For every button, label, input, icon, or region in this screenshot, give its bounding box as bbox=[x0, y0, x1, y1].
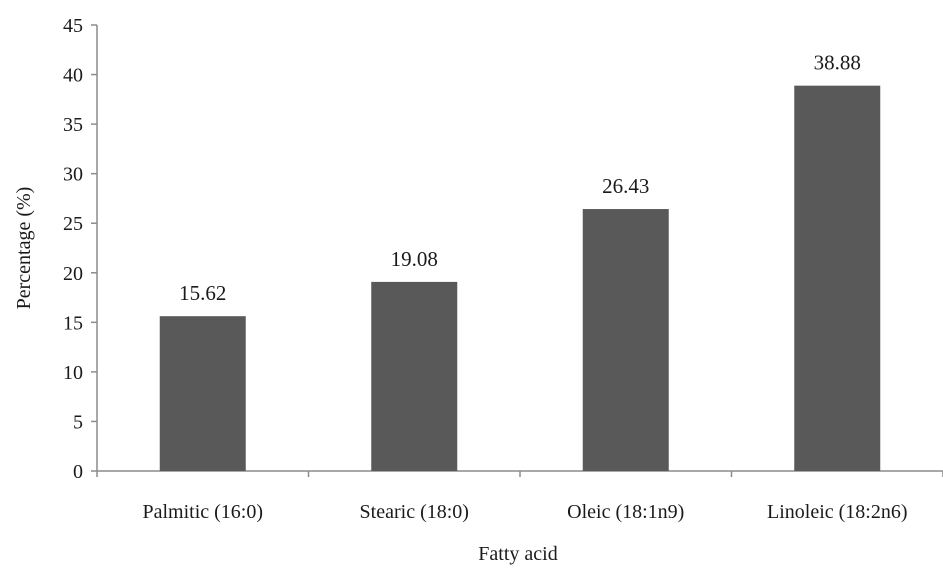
bar-value-label: 38.88 bbox=[814, 51, 861, 75]
bar bbox=[159, 316, 246, 471]
y-tick-label: 15 bbox=[63, 312, 83, 334]
bar-value-label: 19.08 bbox=[391, 247, 438, 271]
y-tick-label: 30 bbox=[63, 164, 83, 186]
y-tick-label: 45 bbox=[63, 15, 83, 37]
y-tick-label: 0 bbox=[73, 461, 83, 483]
bar bbox=[371, 281, 458, 471]
y-tick-label: 20 bbox=[63, 263, 83, 285]
x-tick-label: Palmitic (16:0) bbox=[142, 501, 263, 523]
y-tick-label: 35 bbox=[63, 114, 83, 136]
x-tick-label: Oleic (18:1n9) bbox=[567, 501, 684, 523]
bar-value-label: 15.62 bbox=[179, 281, 226, 305]
bar-value-label: 26.43 bbox=[602, 174, 649, 198]
y-tick-label: 5 bbox=[73, 411, 83, 433]
bar bbox=[582, 209, 669, 472]
data-labels: 15.62 19.08 26.43 38.88 bbox=[179, 51, 861, 306]
axes: 0 5 10 15 20 25 30 35 40 45 Palmitic (16:0) Stearic… bbox=[63, 15, 943, 523]
y-tick-label: 40 bbox=[63, 65, 83, 87]
x-tick-label: Stearic (18:0) bbox=[360, 501, 469, 523]
bar bbox=[794, 85, 881, 471]
y-axis-title: Percentage (%) bbox=[13, 187, 35, 310]
bars bbox=[159, 85, 881, 472]
y-tick-label: 25 bbox=[63, 213, 83, 235]
x-tick-label: Linoleic (18:2n6) bbox=[767, 501, 908, 523]
x-axis-title: Fatty acid bbox=[478, 543, 557, 565]
y-tick-label: 10 bbox=[63, 362, 83, 384]
